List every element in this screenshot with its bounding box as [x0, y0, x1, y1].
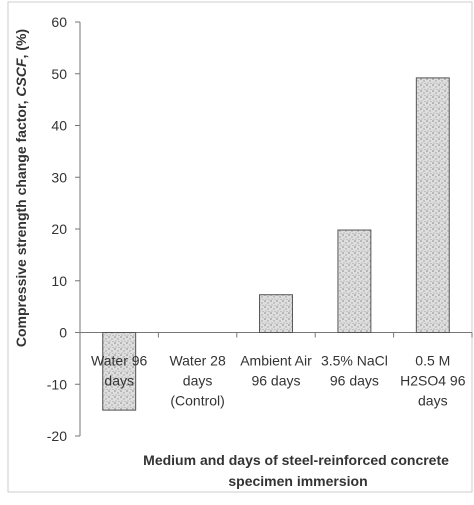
x-tick-label: Ambient Air 96 days	[240, 353, 312, 389]
y-tick-label: 50	[51, 66, 67, 82]
x-tick-label: 0.5 M H2SO4 96 days	[400, 353, 466, 409]
x-tick-label: 3.5% NaCl 96 days	[321, 353, 388, 389]
y-axis-label: Compressive strength change factor, CSCF…	[13, 29, 29, 347]
x-axis-label-line-1: Medium and days of steel-reinforced conc…	[143, 452, 449, 468]
bars	[102, 77, 450, 411]
x-axis-label-line-2: specimen immersion	[228, 473, 367, 489]
bar	[259, 294, 293, 334]
y-tick-label: 20	[51, 221, 67, 237]
y-tick-label: -20	[47, 428, 67, 444]
bar	[415, 77, 450, 333]
y-axis: -20 -10 0 10 20 30 40 50 60	[47, 14, 81, 444]
bar	[102, 332, 137, 411]
bar	[337, 229, 372, 333]
category-labels: Water 96 days Water 28 days (Control) Ambient…	[91, 353, 466, 409]
y-tick-label: 30	[51, 169, 67, 185]
chart-frame	[7, 1, 473, 493]
x-tick-label: Water 96 days	[91, 353, 147, 389]
x-axis-label: Medium and days of steel-reinforced conc…	[143, 452, 453, 489]
y-tick-label: 10	[51, 273, 67, 289]
y-tick-label: -10	[47, 376, 67, 392]
y-tick-label: 60	[51, 14, 67, 30]
x-tick-label: Water 28 days (Control)	[169, 353, 225, 409]
y-tick-label: 0	[59, 325, 67, 341]
y-tick-label: 40	[51, 118, 67, 134]
